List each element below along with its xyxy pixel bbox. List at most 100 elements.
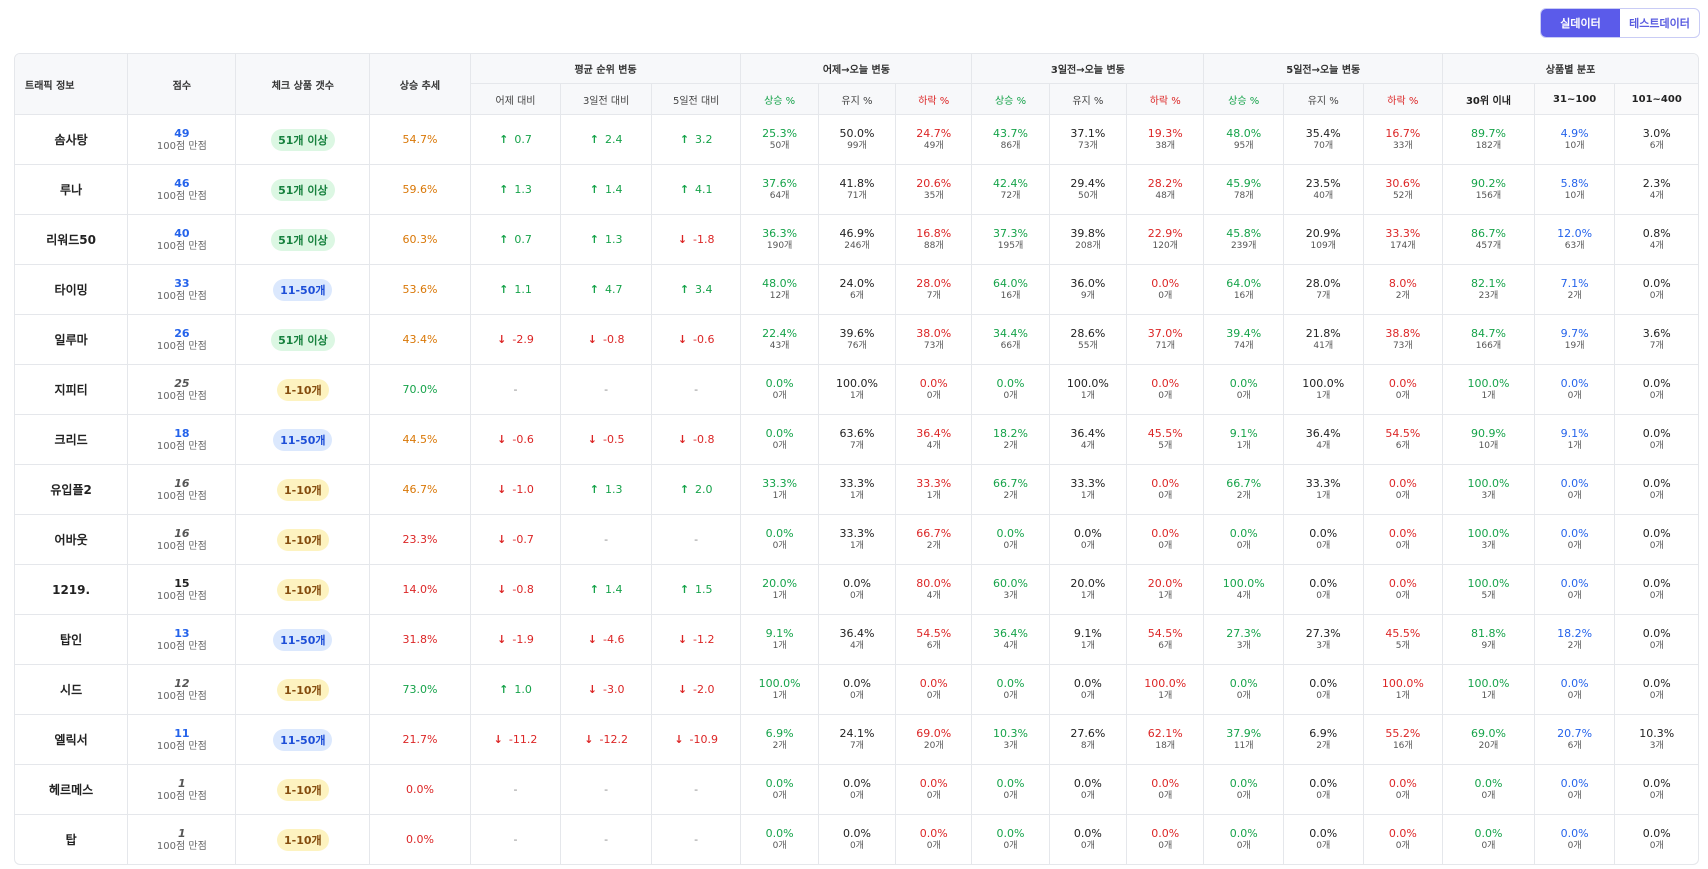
trend-cell: 54.7%	[369, 114, 471, 165]
trend-value: 53.6%	[402, 283, 438, 296]
rank-delta-value: -	[694, 833, 699, 846]
stat-count: 0개	[1649, 291, 1664, 301]
stat-percent: 100.0%	[835, 377, 878, 390]
rank-delta-cell: -	[560, 814, 652, 864]
stat-percent: 39.6%	[839, 327, 875, 340]
stat-percent: 34.4%	[993, 327, 1028, 340]
rank-delta-cell: ↑ 1.3	[560, 464, 652, 515]
arrow-up-icon: ↑	[589, 283, 599, 296]
stat-count: 0개	[1567, 541, 1582, 551]
data-source-toggle: 실데이터 테스트데이터	[1540, 8, 1700, 38]
stat-percent: 54.5%	[1385, 427, 1421, 440]
stat-percent: 27.3%	[1305, 627, 1341, 640]
arrow-down-icon: ↓	[497, 583, 507, 596]
stat-percent: 0.0%	[1229, 377, 1258, 390]
traffic-name-cell: 루나	[15, 164, 129, 215]
stat-percent: 36.4%	[993, 627, 1028, 640]
stat-count: 2개	[1395, 291, 1410, 301]
rank-delta: ↑ 2.0	[680, 483, 713, 496]
stat-cell: 0.0% 0개	[1126, 814, 1205, 864]
stat-count: 5개	[1395, 641, 1410, 651]
rank-delta-cell: ↓ -1.2	[651, 614, 742, 665]
score-max-label: 100점 만점	[156, 340, 207, 352]
rank-delta-value: 3.2	[695, 133, 713, 146]
table-row: 엘릭서 11 100점 만점 11-50개 21.7% ↓ -11.2 ↓ -12.2 ↓ -10.…	[15, 714, 1698, 765]
stat-percent: 10.3%	[993, 727, 1028, 740]
stat-cell: 37.1% 73개	[1049, 114, 1128, 165]
stat-count: 52개	[1392, 191, 1413, 201]
stat-percent: 100.0%	[1222, 577, 1265, 590]
check-count-cell: 51개 이상	[235, 314, 371, 365]
rank-delta-cell: ↑ 1.1	[470, 264, 562, 315]
score-value: 16	[174, 476, 190, 490]
stat-percent: 100.0%	[1467, 527, 1510, 540]
stat-count: 48개	[1155, 191, 1176, 201]
table-row: 일루마 26 100점 만점 51개 이상 43.4% ↓ -2.9 ↓ -0.8 ↓ -0.6 22…	[15, 314, 1698, 365]
stat-cell: 0.0% 0개	[1126, 764, 1205, 815]
stat-count: 0개	[772, 841, 787, 851]
stat-cell: 12.0% 63개	[1534, 214, 1616, 265]
score-max-label: 100점 만점	[156, 290, 207, 302]
score-max-label: 100점 만점	[156, 440, 207, 452]
check-count-badge: 51개 이상	[271, 328, 335, 351]
real-data-button[interactable]: 실데이터	[1541, 9, 1620, 37]
test-data-button[interactable]: 테스트데이터	[1629, 17, 1690, 30]
stat-cell: 33.3% 1개	[1049, 464, 1128, 515]
stat-percent: 37.3%	[993, 227, 1028, 240]
stat-count: 0개	[1236, 391, 1251, 401]
stat-count: 0개	[849, 691, 864, 701]
stat-cell: 0.0% 0개	[1615, 815, 1698, 865]
stat-percent: 86.7%	[1470, 227, 1506, 240]
table-row: 1219. 15 100점 만점 1-10개 14.0% ↓ -0.8 ↑ 1.4 ↑ 1.5 20.…	[15, 564, 1698, 615]
stat-cell: 42.4% 72개	[971, 164, 1050, 215]
rank-delta-value: -	[513, 783, 518, 796]
stat-percent: 0.0%	[1642, 827, 1671, 840]
stat-cell: 16.8% 88개	[895, 214, 973, 265]
score-value: 26	[174, 326, 190, 340]
stat-percent: 30.6%	[1385, 177, 1421, 190]
stat-count: 20개	[1478, 741, 1499, 751]
stat-percent: 0.0%	[1642, 477, 1671, 490]
stat-cell: 9.7% 19개	[1534, 314, 1616, 365]
score-cell: 18 100점 만점	[127, 414, 237, 465]
stat-cell: 0.0% 0개	[740, 814, 819, 864]
stat-percent: 64.0%	[1226, 277, 1262, 290]
stat-count: 49개	[923, 141, 944, 151]
stat-percent: 0.0%	[1229, 827, 1258, 840]
subheader-fall: 하락 %	[895, 83, 973, 115]
stat-percent: 0.0%	[1151, 827, 1180, 840]
stat-count: 0개	[1567, 841, 1582, 851]
arrow-up-icon: ↑	[499, 283, 509, 296]
rank-delta-value: 1.3	[514, 183, 532, 196]
rank-delta-cell: -	[470, 364, 562, 415]
stat-cell: 28.0% 7개	[1283, 264, 1364, 315]
stat-cell: 66.7% 2개	[971, 464, 1050, 515]
stat-count: 0개	[1395, 491, 1410, 501]
stat-count: 12개	[769, 291, 790, 301]
check-count-cell: 1-10개	[235, 814, 371, 864]
rank-delta-cell: ↓ -0.7	[470, 514, 562, 565]
rank-delta-value: 1.3	[604, 233, 623, 246]
stat-percent: 63.6%	[839, 427, 875, 440]
stat-count: 4개	[1316, 441, 1331, 451]
stat-count: 0개	[1158, 391, 1173, 401]
table-row: 헤르메스 1 100점 만점 1-10개 0.0% - - -0.0% 0개 0.0% 0개 0.0%…	[15, 764, 1698, 815]
score-value: 1	[178, 826, 186, 840]
rank-delta-value: 1.4	[604, 583, 623, 596]
score-value: 49	[174, 126, 190, 140]
stat-count: 2개	[1567, 641, 1582, 651]
stat-percent: 0.0%	[765, 777, 794, 790]
stat-count: 35개	[923, 191, 944, 201]
table-row: 어바웃 16 100점 만점 1-10개 23.3% ↓ -0.7- -0.0% 0개 33.3%…	[15, 514, 1698, 565]
stat-cell: 100.0% 3개	[1442, 514, 1535, 565]
stat-count: 1개	[1158, 591, 1173, 601]
subheader-keep: 유지 %	[1049, 83, 1128, 115]
stat-count: 88개	[923, 241, 944, 251]
stat-cell: 0.0% 0개	[1534, 764, 1616, 815]
stat-cell: 41.8% 71개	[818, 164, 897, 215]
stat-count: 0개	[1316, 541, 1331, 551]
stat-cell: 33.3% 1개	[895, 464, 973, 515]
trend-cell: 14.0%	[369, 564, 471, 615]
rank-delta: ↑ 4.7	[590, 283, 623, 296]
stat-count: 4개	[1236, 591, 1251, 601]
